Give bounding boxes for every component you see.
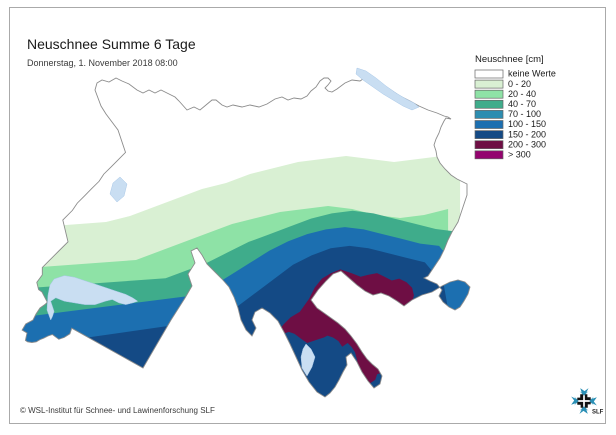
svg-text:> 300: > 300 (508, 150, 531, 160)
svg-text:SLF: SLF (592, 410, 604, 416)
svg-text:0 - 20: 0 - 20 (508, 79, 531, 89)
svg-text:40 - 70: 40 - 70 (508, 99, 536, 109)
svg-text:20 - 40: 20 - 40 (508, 89, 536, 99)
svg-text:200 - 300: 200 - 300 (508, 139, 546, 149)
svg-text:150 - 200: 150 - 200 (508, 129, 546, 139)
svg-text:70 - 100: 70 - 100 (508, 109, 541, 119)
svg-text:100 - 150: 100 - 150 (508, 119, 546, 129)
svg-text:Neuschnee [cm]: Neuschnee [cm] (475, 54, 544, 65)
svg-text:keine Werte: keine Werte (508, 69, 556, 79)
